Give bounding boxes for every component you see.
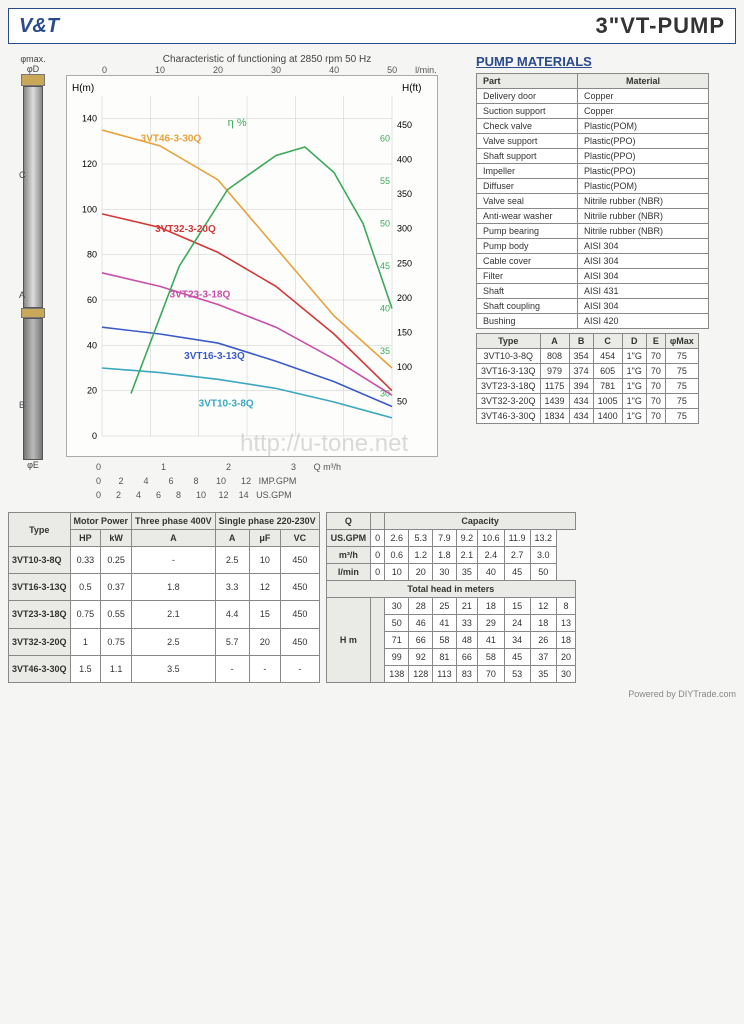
svg-text:55: 55 — [380, 176, 390, 186]
imp-axis: 0 2 4 6 8 10 12 IMP.GPM — [66, 474, 468, 488]
head-title: Total head in meters — [326, 581, 575, 598]
performance-chart: Characteristic of functioning at 2850 rp… — [66, 54, 468, 502]
table-row: 3VT23-3-18Q11753947811"G7075 — [477, 379, 699, 394]
svg-text:120: 120 — [82, 159, 97, 169]
page-title: 3"VT-PUMP — [596, 13, 725, 39]
col-1phase: Single phase 220-230V — [215, 513, 319, 530]
svg-text:60: 60 — [380, 134, 390, 144]
svg-text:η %: η % — [228, 117, 247, 129]
svg-text:3VT16-3-13Q: 3VT16-3-13Q — [184, 351, 245, 362]
table-row: 3VT16-3-13Q0.50.371.83.312450 — [9, 574, 320, 601]
table-row: BushingAISI 420 — [477, 314, 709, 329]
svg-text:50: 50 — [380, 219, 390, 229]
q-label: Q — [326, 513, 371, 530]
footer: Powered by DIYTrade.com — [8, 689, 736, 699]
x-top-axis: 01020304050l/min. — [66, 65, 468, 75]
table-row: 3VT23-3-18Q0.750.552.14.415450 — [9, 601, 320, 628]
materials-table: PartMaterial Delivery doorCopperSuction … — [476, 73, 709, 329]
svg-text:150: 150 — [397, 327, 412, 337]
table-row: US.GPM02.65.37.99.210.611.913.2 — [326, 530, 575, 547]
table-row: 3VT16-3-13Q9793746051"G7075 — [477, 364, 699, 379]
brand: V&T — [19, 15, 59, 38]
x-bottom-axis: 0 1 2 3 Q m³/h — [66, 460, 468, 474]
table-row: Anti-wear washerNitrile rubber (NBR) — [477, 209, 709, 224]
table-row: Delivery doorCopper — [477, 89, 709, 104]
svg-text:250: 250 — [397, 258, 412, 268]
chart-title: Characteristic of functioning at 2850 rp… — [66, 54, 468, 65]
capacity-title: Capacity — [385, 513, 576, 530]
y-right-label: H(ft) — [402, 83, 421, 94]
y-left-label: H(m) — [72, 83, 94, 94]
dimensions-table: TypeABCDEφMax 3VT10-3-8Q8083544541"G7075… — [476, 333, 699, 424]
table-row: DiffuserPlastic(POM) — [477, 179, 709, 194]
svg-text:3VT10-3-8Q: 3VT10-3-8Q — [199, 399, 254, 410]
svg-text:60: 60 — [87, 295, 97, 305]
col-3phase: Three phase 400V — [132, 513, 216, 530]
table-row: Pump bodyAISI 304 — [477, 239, 709, 254]
table-row: 3VT32-3-20Q10.752.55.720450 — [9, 628, 320, 655]
svg-text:450: 450 — [397, 120, 412, 130]
capacity-table: Q Capacity US.GPM02.65.37.99.210.611.913… — [326, 512, 576, 683]
mat-col: Material — [578, 74, 709, 89]
dim-B: B — [19, 400, 25, 410]
svg-text:400: 400 — [397, 155, 412, 165]
svg-text:3VT23-3-18Q: 3VT23-3-18Q — [170, 290, 231, 301]
dim-C: C — [19, 170, 26, 180]
svg-text:3VT46-3-30Q: 3VT46-3-30Q — [141, 133, 202, 144]
table-row: l/min010203035404550 — [326, 564, 575, 581]
table-row: FilterAISI 304 — [477, 269, 709, 284]
table-row: 3VT10-3-8Q0.330.25-2.510450 — [9, 547, 320, 574]
svg-text:0: 0 — [92, 431, 97, 441]
table-row: 3VT46-3-30Q183443414001"G7075 — [477, 409, 699, 424]
table-row: Shaft couplingAISI 304 — [477, 299, 709, 314]
table-row: m³/h00.61.21.82.12.42.73.0 — [326, 547, 575, 564]
table-row: ShaftAISI 431 — [477, 284, 709, 299]
svg-text:80: 80 — [87, 250, 97, 260]
table-row: Valve supportPlastic(PPO) — [477, 134, 709, 149]
svg-text:20: 20 — [87, 386, 97, 396]
svg-text:100: 100 — [82, 204, 97, 214]
svg-text:40: 40 — [87, 340, 97, 350]
dim-phiE: φE — [27, 460, 39, 470]
table-row: Shaft supportPlastic(PPO) — [477, 149, 709, 164]
header: V&T 3"VT-PUMP — [8, 8, 736, 44]
table-row: Cable coverAISI 304 — [477, 254, 709, 269]
materials-title: PUMP MATERIALS — [476, 54, 736, 69]
svg-text:140: 140 — [82, 114, 97, 124]
table-row: 3VT10-3-8Q8083544541"G7075 — [477, 349, 699, 364]
table-row: 3VT46-3-30Q1.51.13.5--- — [9, 655, 320, 682]
table-row: H m302825211815128 — [326, 598, 575, 615]
svg-text:40: 40 — [380, 304, 390, 314]
dim-phimax: φmax. — [20, 54, 45, 64]
dim-phiD: φD — [27, 64, 39, 74]
table-row: Pump bearingNitrile rubber (NBR) — [477, 224, 709, 239]
table-row: 3VT32-3-20Q143943410051"G7075 — [477, 394, 699, 409]
table-row: Valve sealNitrile rubber (NBR) — [477, 194, 709, 209]
svg-text:50: 50 — [397, 396, 407, 406]
us-axis: 0 2 4 6 8 10 12 14 US.GPM — [66, 488, 468, 502]
svg-text:350: 350 — [397, 189, 412, 199]
pump-diagram: φmax. φD φE C A B — [8, 54, 58, 502]
table-row: Check valvePlastic(POM) — [477, 119, 709, 134]
col-type: Type — [9, 513, 71, 547]
svg-text:100: 100 — [397, 362, 412, 372]
col-motor: Motor Power — [70, 513, 132, 530]
table-row: ImpellerPlastic(PPO) — [477, 164, 709, 179]
table-row: Suction supportCopper — [477, 104, 709, 119]
dim-A: A — [19, 290, 25, 300]
svg-text:45: 45 — [380, 261, 390, 271]
spec-table: Type Motor Power Three phase 400V Single… — [8, 512, 320, 683]
svg-text:3VT32-3-20Q: 3VT32-3-20Q — [155, 224, 216, 235]
chart-svg: 0 20 40 60 80 100 120 140 50 100 150 200 250 300 350 40… — [66, 75, 438, 457]
svg-text:300: 300 — [397, 224, 412, 234]
svg-text:35: 35 — [380, 346, 390, 356]
mat-col: Part — [477, 74, 578, 89]
svg-text:200: 200 — [397, 293, 412, 303]
